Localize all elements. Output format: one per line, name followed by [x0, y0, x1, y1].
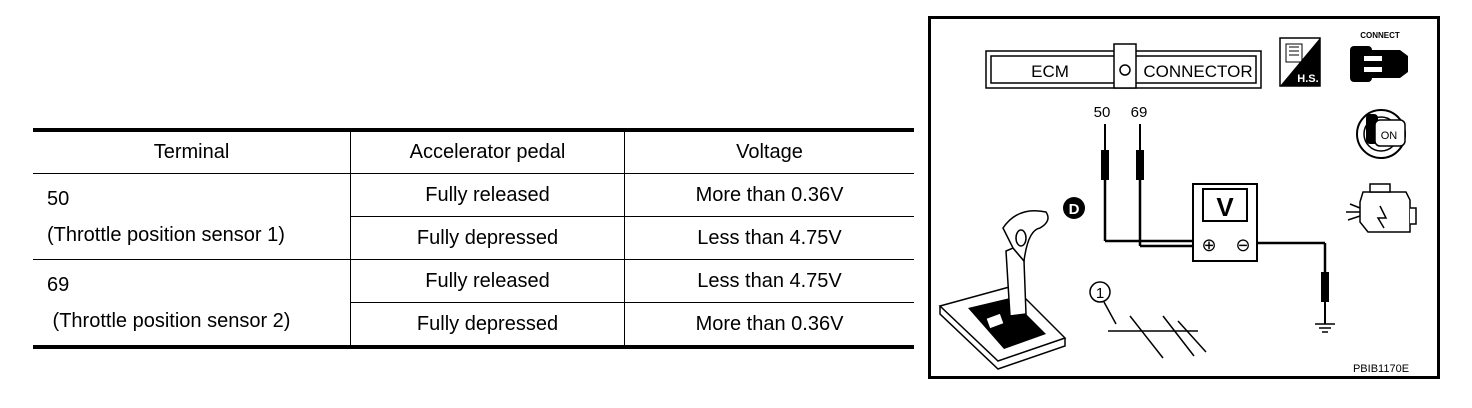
- meter-plus-terminal: ⊕: [1201, 235, 1216, 255]
- header-voltage: Voltage: [624, 130, 914, 174]
- pin-label-69: 69: [1131, 104, 1148, 121]
- table-row: Fully depressed Less than 4.75V: [33, 216, 914, 260]
- voltage-cell: Less than 4.75V: [624, 259, 914, 303]
- ignition-on-label: ON: [1381, 130, 1398, 142]
- figure-code: PBIB1170E: [1353, 363, 1409, 375]
- table-header-row: Terminal Accelerator pedal Voltage: [33, 130, 914, 174]
- wiring-diagram: ECM CONNECTOR 50 69 V ⊕ ⊖: [928, 16, 1440, 379]
- connector-name-label: CONNECTOR: [1143, 62, 1252, 81]
- ecm-connector: ECM CONNECTOR: [985, 43, 1262, 89]
- terminal-number: 50: [47, 187, 70, 210]
- pedal-cell: Fully depressed: [350, 216, 625, 260]
- voltage-spec-table: Terminal Accelerator pedal Voltage 50 (T…: [33, 128, 914, 349]
- voltage-cell: More than 0.36V: [624, 173, 914, 217]
- meter-minus-terminal: ⊖: [1235, 235, 1250, 255]
- pin-label-50: 50: [1094, 104, 1111, 121]
- ignition-key-on-icon: ON: [1356, 109, 1406, 159]
- terminal-cell: 50 (Throttle position sensor 1): [33, 173, 351, 260]
- meter-label: V: [1216, 192, 1234, 222]
- engine-running-icon: [1346, 183, 1417, 233]
- connect-label: CONNECT: [1360, 31, 1400, 40]
- pedal-cell: Fully released: [350, 173, 625, 217]
- hs-harness-icon: H.S.: [1279, 37, 1321, 87]
- pedal-cell: Fully released: [350, 259, 625, 303]
- ground-icon: [1315, 323, 1335, 333]
- terminal-number: 69: [47, 273, 70, 296]
- callout-number: 1: [1096, 285, 1104, 302]
- shift-lever-icon: D: [938, 197, 1085, 370]
- hatch-mark: [1108, 315, 1207, 359]
- probe-wires: [1101, 124, 1329, 324]
- voltage-cell: More than 0.36V: [624, 302, 914, 347]
- pedal-cell: Fully depressed: [350, 302, 625, 347]
- voltmeter: V ⊕ ⊖: [1192, 183, 1258, 262]
- table-row: Fully depressed More than 0.36V: [33, 302, 914, 347]
- voltage-cell: Less than 4.75V: [624, 216, 914, 260]
- header-accelerator-pedal: Accelerator pedal: [350, 130, 625, 174]
- callout-1: 1: [1089, 281, 1117, 325]
- table-row: 69 (Throttle position sensor 2) Fully re…: [33, 259, 914, 348]
- connector-ecm-label: ECM: [1031, 62, 1069, 81]
- hs-label: H.S.: [1297, 73, 1318, 85]
- shift-position-label: D: [1069, 201, 1080, 218]
- terminal-name: (Throttle position sensor 1): [47, 223, 285, 246]
- terminal-cell: 69 (Throttle position sensor 2): [33, 259, 351, 348]
- connect-icon: CONNECT: [1350, 31, 1408, 82]
- table-row: 50 (Throttle position sensor 1) Fully re…: [33, 173, 914, 260]
- terminal-name: (Throttle position sensor 2): [47, 309, 291, 332]
- header-terminal: Terminal: [33, 130, 351, 174]
